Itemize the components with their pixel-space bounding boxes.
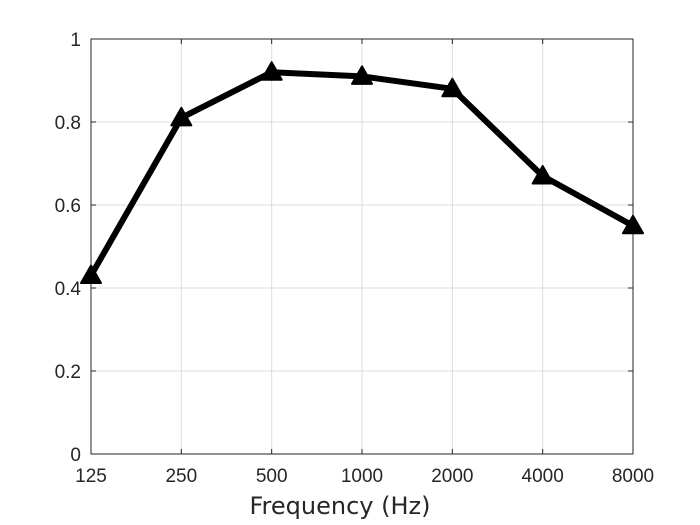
grid bbox=[90, 38, 634, 455]
data-point-marker bbox=[531, 164, 554, 185]
y-tick-label: 0.2 bbox=[55, 362, 81, 383]
y-tick-labels: 0 0.2 0.4 0.6 0.8 1 bbox=[55, 30, 82, 466]
series bbox=[80, 61, 644, 285]
y-tick-label: 1 bbox=[70, 30, 81, 51]
y-tick-label: 0.8 bbox=[55, 113, 81, 134]
data-point-marker bbox=[622, 214, 644, 235]
x-tick-label: 1000 bbox=[341, 466, 383, 487]
y-tick-label: 0.6 bbox=[55, 196, 81, 217]
data-point-marker bbox=[441, 77, 464, 98]
x-tick-label: 125 bbox=[75, 466, 107, 487]
x-tick-label: 250 bbox=[165, 466, 197, 487]
x-axis-label: Frequency (Hz) bbox=[250, 492, 431, 520]
x-tick-label: 8000 bbox=[612, 466, 654, 487]
x-tick-label: 2000 bbox=[431, 466, 473, 487]
x-tick-labels: 125 250 500 1000 2000 4000 8000 bbox=[75, 466, 654, 487]
axis-ticks bbox=[90, 38, 634, 455]
y-tick-label: 0 bbox=[70, 445, 81, 466]
data-point-marker bbox=[260, 61, 283, 81]
x-tick-label: 500 bbox=[256, 466, 288, 487]
data-point-marker bbox=[80, 264, 102, 285]
data-point-marker bbox=[351, 65, 373, 85]
y-tick-label: 0.4 bbox=[55, 279, 82, 300]
x-tick-label: 4000 bbox=[522, 466, 564, 487]
data-point-marker bbox=[170, 106, 193, 127]
